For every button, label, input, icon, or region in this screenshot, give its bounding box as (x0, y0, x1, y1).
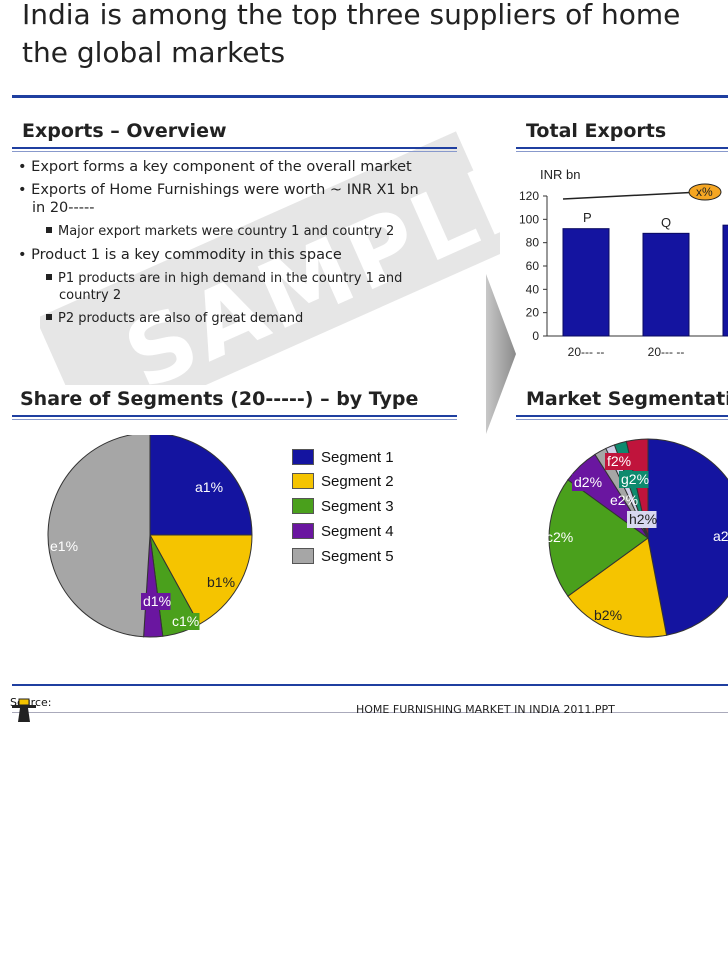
legend-swatch (292, 449, 314, 465)
sample-watermark: SAMPLE (40, 131, 500, 385)
share-divider-thin (12, 419, 457, 420)
pie-slice (149, 534, 253, 626)
legend-swatch (292, 473, 314, 489)
pie-slice (548, 479, 649, 597)
segment-share-pie: a1% b1% c1%d1% e1% (47, 435, 253, 638)
x-tick-label: 20--- -- (648, 345, 685, 359)
total-exports-divider (516, 147, 728, 149)
bullet-1: • Export forms a key component of the ov… (18, 159, 412, 175)
y-tick-label: 60 (526, 259, 540, 273)
page-title: India is among the top three suppliers o… (22, 0, 728, 72)
market-segmentation-heading: Market Segmentation (526, 388, 728, 410)
legend-label: Segment 2 (321, 472, 394, 490)
pie-label: c2% (546, 529, 573, 545)
legend-item-segment-2: Segment 2 (292, 472, 394, 490)
share-segments-heading: Share of Segments (20-----) – by Type (20, 388, 419, 410)
sub-bullet-2-text: P1 products are in high demand in the co… (58, 271, 403, 286)
pie-slice (47, 435, 151, 638)
pie-slice (647, 438, 728, 636)
legend-swatch (292, 523, 314, 539)
legend-item-segment-3: Segment 3 (292, 497, 394, 515)
pie-label-bg (619, 471, 649, 488)
pie-label: d2% (574, 474, 602, 490)
sub-bullet-2: P1 products are in high demand in the co… (18, 270, 458, 287)
market-segmentation-pie: a2% b2% c2% d2% f2% g2% e2% h2% (546, 438, 728, 638)
legend-swatch (292, 498, 314, 514)
footer-divider (12, 684, 728, 686)
pie-label: g2% (621, 471, 649, 487)
pie-label-bg (170, 613, 200, 630)
pie-label-bg (627, 511, 657, 528)
sub-bullet-1: Major export markets were country 1 and … (18, 223, 458, 240)
bar (562, 228, 610, 337)
sub-bullet-1-text: Major export markets were country 1 and … (58, 224, 395, 239)
document-name: HOME FURNISHING MARKET IN INDIA 2011.PPT (356, 703, 615, 716)
legend-item-segment-4: Segment 4 (292, 522, 394, 540)
chevron-arrow-icon (486, 274, 516, 434)
bar-annotation-p: P (583, 210, 592, 225)
legend-label: Segment 1 (321, 448, 394, 466)
legend-label: Segment 4 (321, 522, 394, 540)
y-tick-label: 0 (532, 329, 539, 343)
pie-label: d1% (143, 593, 171, 609)
sub-bullet-3-text: P2 products are also of great demand (58, 311, 304, 326)
bullet-2-text: Exports of Home Furnishings were worth ~… (31, 182, 419, 198)
growth-badge (688, 183, 722, 201)
pie-label: a2% (713, 528, 728, 544)
pie-label: e1% (50, 538, 78, 554)
pie-label: e2% (610, 492, 638, 508)
footer-divider-thin (12, 712, 728, 713)
y-tick-label: 40 (526, 282, 540, 296)
pie-label: a1% (195, 479, 223, 495)
x-tick-label: 20--- -- (568, 345, 605, 359)
exports-overview-heading: Exports – Overview (22, 120, 227, 142)
y-tick-label: 100 (519, 212, 539, 226)
pie-slice (567, 537, 668, 638)
overview-divider-thin (12, 151, 457, 152)
legend-item-segment-1: Segment 1 (292, 448, 394, 466)
bullet-3-text: Product 1 is a key commodity in this spa… (31, 247, 342, 263)
pie-label-bg (141, 593, 171, 610)
share-divider (12, 415, 457, 417)
pie-label-bg (605, 453, 635, 470)
bullet-3: • Product 1 is a key commodity in this s… (18, 247, 342, 263)
total-exports-heading: Total Exports (526, 120, 667, 142)
pie-label: f2% (607, 453, 631, 469)
market-seg-divider-thin (516, 419, 728, 420)
sub-bullet-3: P2 products are also of great demand (18, 310, 458, 327)
sub-bullet-2-continuation: country 2 (59, 288, 122, 303)
page-title-line-1: India is among the top three suppliers o… (22, 0, 681, 31)
legend-label: Segment 3 (321, 497, 394, 515)
bullet-2: • Exports of Home Furnishings were worth… (18, 182, 419, 198)
pie-label: b2% (594, 607, 622, 623)
title-divider (12, 95, 728, 98)
y-tick-label: 80 (526, 236, 540, 250)
pie-label-bg (572, 474, 602, 491)
growth-label: x% (696, 185, 713, 199)
pie-label: b1% (207, 574, 235, 590)
overview-divider (12, 147, 457, 149)
pie-slice (149, 435, 253, 536)
growth-line (562, 191, 701, 200)
y-tick-label: 120 (519, 189, 539, 203)
legend-swatch (292, 548, 314, 564)
lighthouse-logo-icon (12, 698, 36, 722)
bullet-2-continuation: in 20----- (32, 200, 95, 216)
pie-label: c1% (172, 613, 199, 629)
pie-label: h2% (629, 511, 657, 527)
y-axis-unit: INR bn (540, 167, 580, 182)
page-title-line-2: the global markets (22, 36, 286, 69)
bar (642, 232, 690, 337)
legend-item-segment-5: Segment 5 (292, 547, 394, 565)
bar-annotation-q: Q (661, 215, 671, 230)
bullet-1-text: Export forms a key component of the over… (31, 159, 412, 175)
market-seg-divider (516, 415, 728, 417)
total-exports-divider-thin (516, 151, 728, 152)
bar (722, 224, 728, 337)
y-tick-label: 20 (526, 306, 540, 320)
overview-bullets: • Export forms a key component of the ov… (18, 158, 458, 327)
legend-label: Segment 5 (321, 547, 394, 565)
